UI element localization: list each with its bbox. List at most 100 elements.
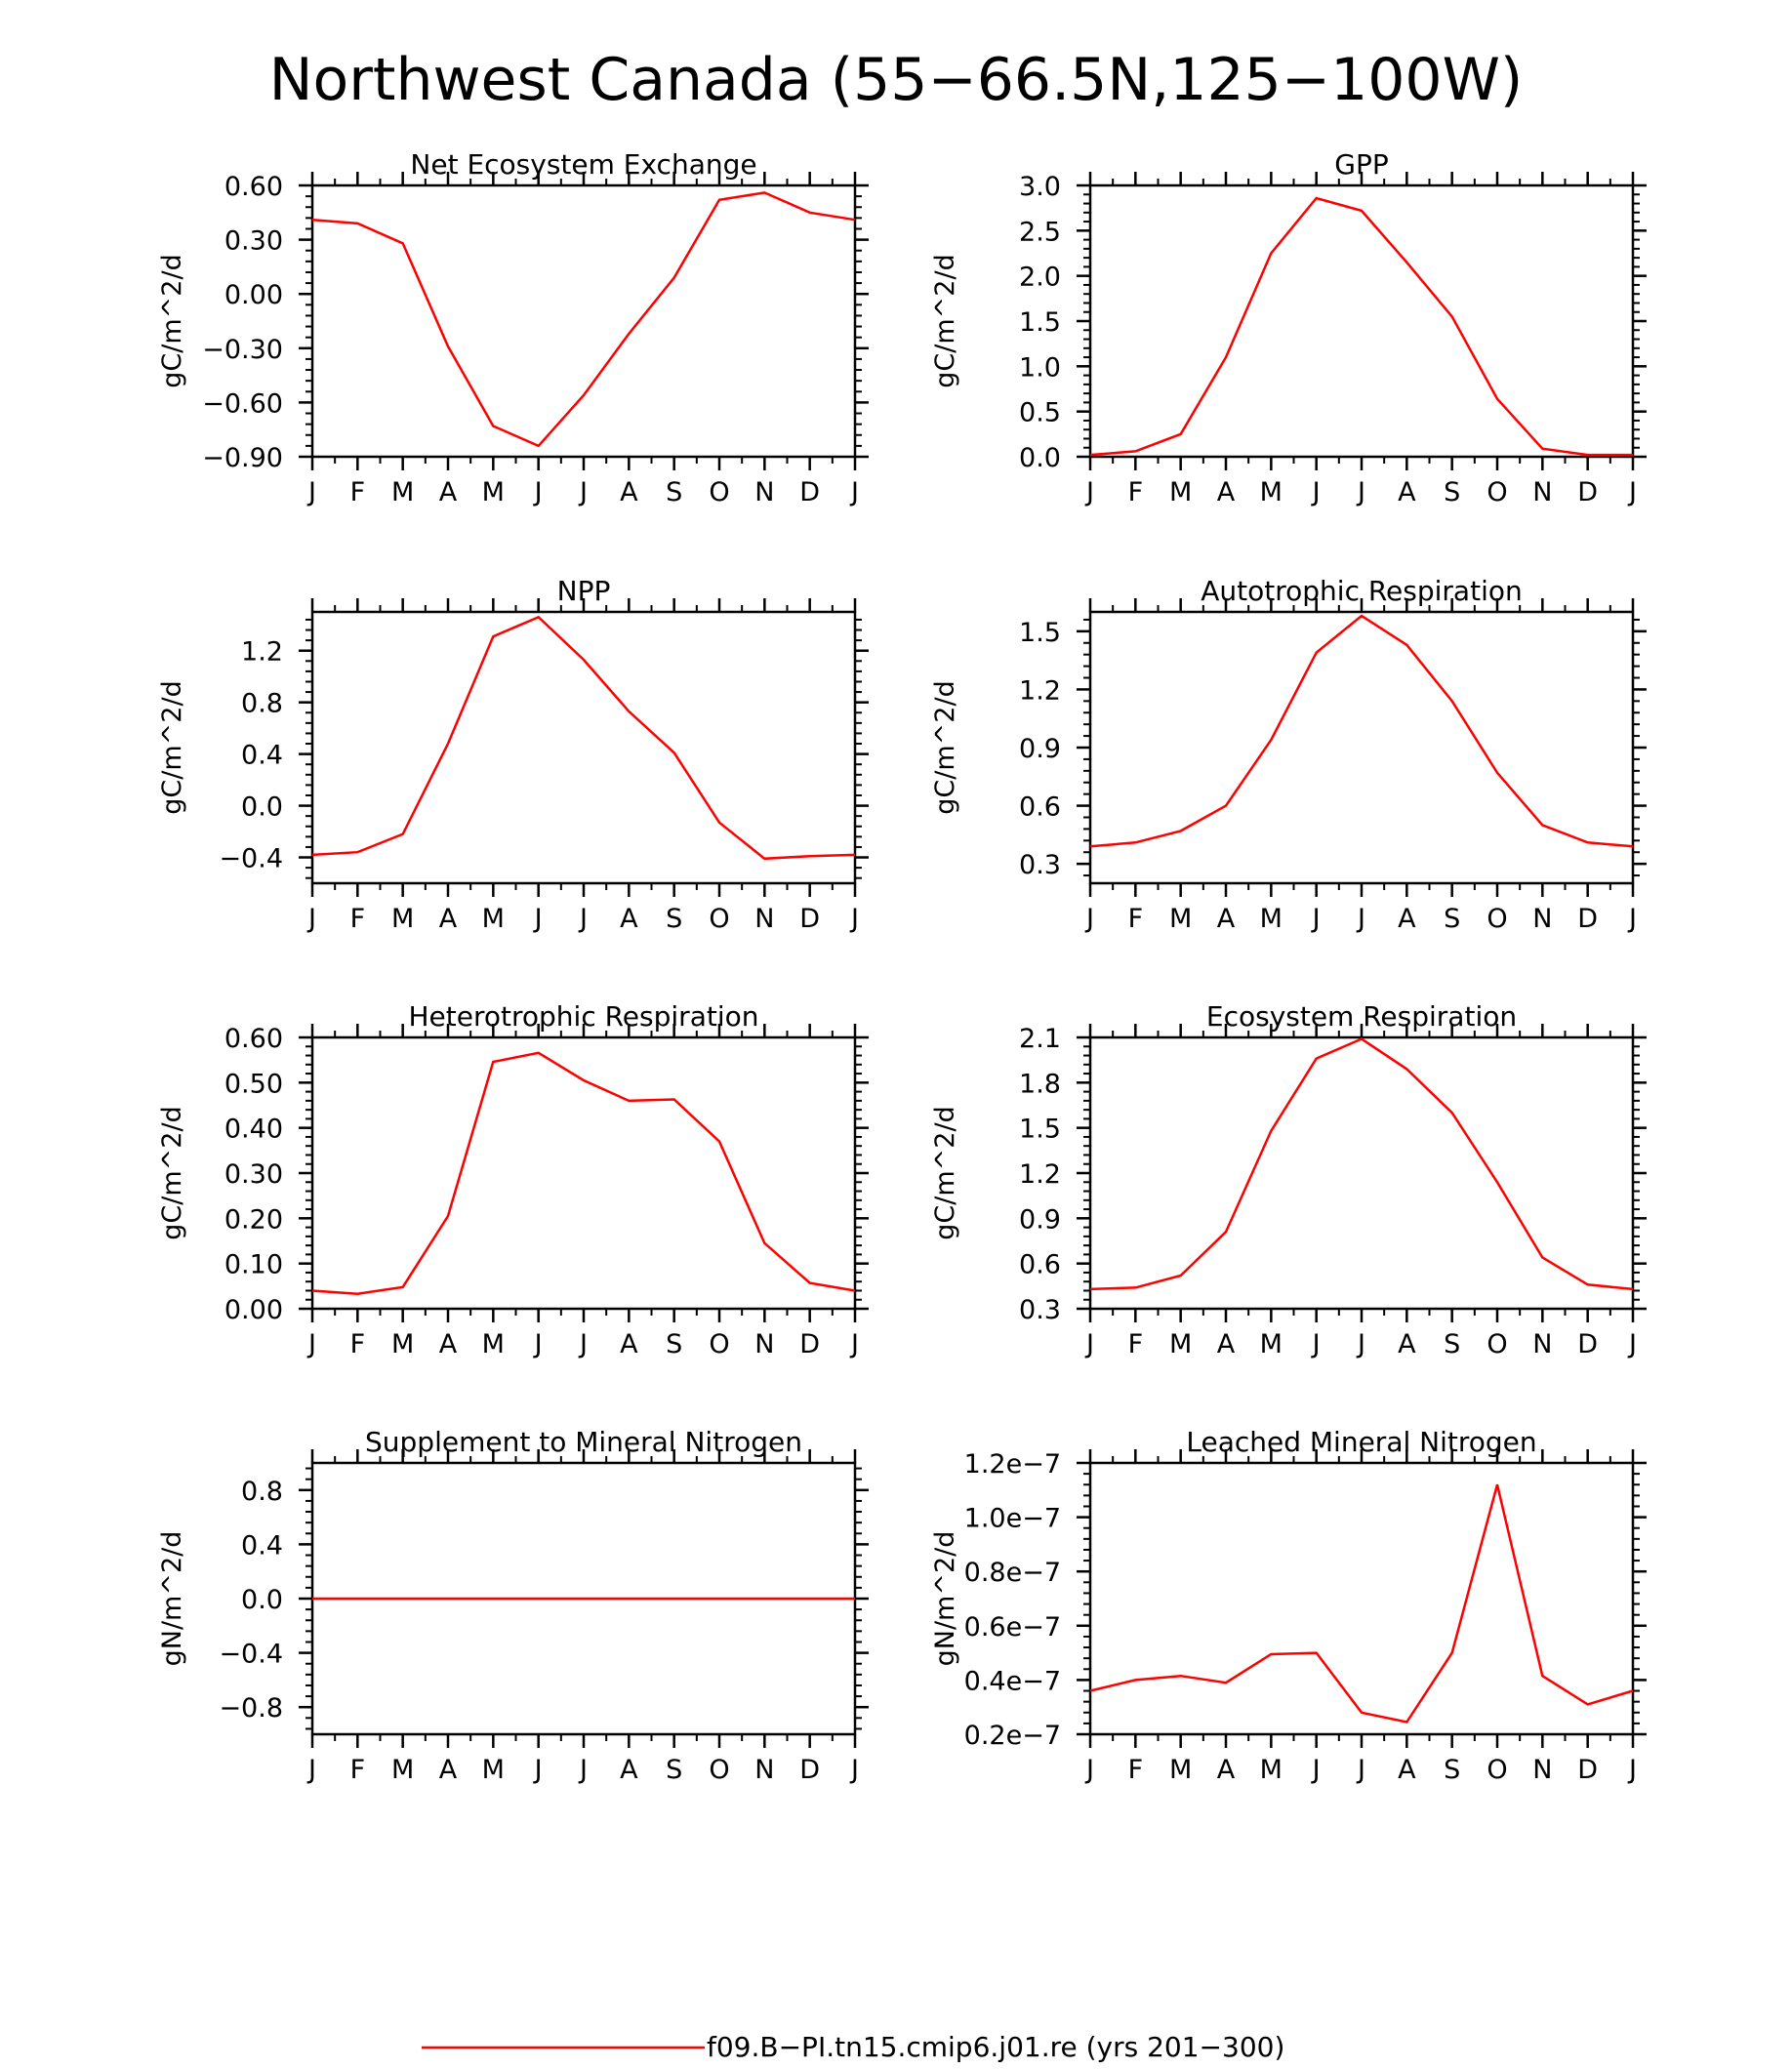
x-tick-label: M — [1260, 904, 1283, 934]
x-tick-label: J — [306, 904, 316, 934]
y-tick-label: 0.60 — [224, 172, 283, 202]
y-tick-label: 0.6e−7 — [964, 1612, 1061, 1643]
y-tick-label: 1.2 — [1019, 675, 1061, 706]
x-tick-label: F — [350, 1329, 366, 1359]
plot-frame — [1088, 183, 1635, 459]
y-tick-label: 2.1 — [1019, 1024, 1061, 1054]
y-tick-label: −0.4 — [219, 1640, 283, 1670]
x-tick-label: J — [1084, 904, 1094, 934]
x-tick-label: S — [666, 904, 682, 934]
x-tick-label: D — [1577, 1755, 1598, 1785]
y-tick-label: 0.10 — [224, 1250, 283, 1280]
x-tick-label: J — [578, 904, 588, 934]
x-tick-label: D — [1577, 1329, 1598, 1359]
y-tick-label: 0.6 — [1019, 792, 1061, 823]
x-tick-label: F — [1128, 477, 1144, 507]
x-tick-label: S — [1444, 477, 1460, 507]
x-tick-label: A — [1217, 477, 1236, 507]
x-tick-label: J — [1311, 904, 1321, 934]
x-tick-label: M — [391, 904, 414, 934]
series-line — [311, 1051, 856, 1295]
x-tick-label: M — [1169, 1755, 1192, 1785]
x-tick-label: M — [482, 1329, 505, 1359]
x-tick-label: M — [391, 477, 414, 507]
y-tick-label: 1.5 — [1019, 307, 1061, 338]
x-tick-label: J — [1627, 1329, 1637, 1359]
y-tick-label: 0.30 — [224, 226, 283, 257]
x-tick-label: M — [482, 904, 505, 934]
y-axis-label: gC/m^2/d — [930, 1106, 960, 1239]
x-tick-label: J — [1627, 1755, 1637, 1785]
series-line — [311, 615, 856, 861]
y-tick-label: 2.5 — [1019, 217, 1061, 247]
y-tick-label: −0.8 — [219, 1693, 283, 1724]
x-tick-label: J — [849, 1329, 859, 1359]
x-tick-label: A — [439, 477, 458, 507]
y-tick-label: 0.0 — [1019, 443, 1061, 473]
x-tick-label: M — [391, 1755, 414, 1785]
y-tick-label: 0.30 — [224, 1159, 283, 1190]
plot-frame — [310, 610, 857, 885]
x-tick-label: N — [1532, 1755, 1552, 1785]
series-line — [1089, 1037, 1634, 1291]
figure-title: Northwest Canada (55−66.5N,125−100W) — [269, 46, 1524, 114]
legend-label: f09.B−PI.tn15.cmip6.j01.re (yrs 201−300) — [707, 2031, 1284, 2063]
x-tick-label: J — [849, 1755, 859, 1785]
x-tick-label: N — [754, 1329, 774, 1359]
plot-frame — [1088, 610, 1635, 885]
x-tick-label: J — [578, 477, 588, 507]
y-tick-label: 0.8e−7 — [964, 1558, 1061, 1588]
x-tick-label: A — [1398, 477, 1416, 507]
x-tick-label: A — [620, 477, 638, 507]
x-tick-label: D — [799, 904, 820, 934]
y-tick-label: 1.0e−7 — [964, 1504, 1061, 1534]
x-tick-label: J — [306, 477, 316, 507]
x-tick-label: A — [1398, 1755, 1416, 1785]
x-tick-label: F — [1128, 1755, 1144, 1785]
y-tick-label: 0.0 — [241, 792, 283, 823]
y-tick-label: 0.4e−7 — [964, 1666, 1061, 1696]
x-tick-label: O — [709, 904, 729, 934]
plot-frame — [310, 183, 857, 459]
x-tick-label: O — [1487, 477, 1507, 507]
x-tick-label: O — [1487, 904, 1507, 934]
x-tick-label: D — [799, 477, 820, 507]
x-tick-label: J — [849, 904, 859, 934]
x-tick-label: J — [533, 1329, 543, 1359]
y-tick-label: 1.2 — [1019, 1159, 1061, 1190]
x-tick-label: A — [1217, 1329, 1236, 1359]
y-tick-label: 0.20 — [224, 1204, 283, 1235]
x-tick-label: A — [620, 904, 638, 934]
plot-frame — [310, 1035, 857, 1311]
plot-frame — [1088, 1461, 1635, 1736]
x-tick-label: J — [1311, 1755, 1321, 1785]
x-tick-label: J — [1356, 1329, 1365, 1359]
x-tick-label: N — [1532, 904, 1552, 934]
x-tick-label: J — [533, 477, 543, 507]
y-tick-label: 0.50 — [224, 1069, 283, 1099]
x-tick-label: A — [1398, 1329, 1416, 1359]
x-tick-label: F — [350, 477, 366, 507]
x-tick-label: J — [306, 1755, 316, 1785]
y-axis-label: gC/m^2/d — [157, 680, 187, 814]
y-axis-label: gC/m^2/d — [930, 680, 960, 814]
x-tick-label: M — [482, 477, 505, 507]
x-tick-label: O — [709, 477, 729, 507]
x-tick-label: M — [1260, 1329, 1283, 1359]
x-tick-label: F — [1128, 904, 1144, 934]
y-tick-label: 0.3 — [1019, 850, 1061, 880]
x-tick-label: N — [754, 1755, 774, 1785]
x-tick-label: F — [350, 1755, 366, 1785]
x-tick-label: A — [1217, 1755, 1236, 1785]
x-tick-label: D — [1577, 904, 1598, 934]
x-tick-label: J — [1627, 477, 1637, 507]
y-axis-label: gN/m^2/d — [157, 1531, 187, 1667]
x-tick-label: A — [439, 1755, 458, 1785]
y-tick-label: 0.3 — [1019, 1295, 1061, 1325]
x-tick-label: N — [754, 904, 774, 934]
